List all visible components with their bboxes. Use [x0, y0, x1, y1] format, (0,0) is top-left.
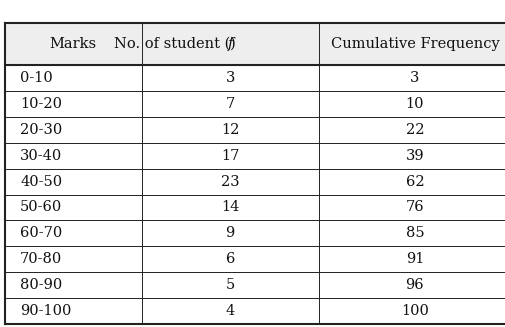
Text: 76: 76: [405, 200, 423, 215]
Text: 7: 7: [225, 97, 234, 111]
Text: 14: 14: [221, 200, 239, 215]
Text: 3: 3: [410, 71, 419, 85]
Text: 80-90: 80-90: [20, 278, 62, 292]
Bar: [5, 272, 505, 298]
Text: 30-40: 30-40: [20, 149, 62, 163]
Text: 5: 5: [225, 278, 234, 292]
Text: 23: 23: [221, 175, 239, 189]
Bar: [5, 220, 505, 246]
Text: 3: 3: [225, 71, 234, 85]
Text: 90-100: 90-100: [20, 304, 72, 318]
Text: 96: 96: [405, 278, 423, 292]
Text: 17: 17: [221, 149, 239, 163]
Text: 22: 22: [405, 123, 423, 137]
Bar: [5, 65, 505, 91]
Text: 39: 39: [405, 149, 423, 163]
Text: 60-70: 60-70: [20, 226, 62, 240]
Bar: [5, 91, 505, 117]
Text: 85: 85: [405, 226, 423, 240]
Bar: [5, 298, 505, 324]
Text: Marks: Marks: [49, 37, 97, 51]
Text: 70-80: 70-80: [20, 252, 62, 266]
Text: 91: 91: [405, 252, 423, 266]
Text: 40-50: 40-50: [20, 175, 62, 189]
Bar: [5, 143, 505, 169]
Bar: [5, 195, 505, 220]
Bar: [5, 117, 505, 143]
Text: 0-10: 0-10: [20, 71, 53, 85]
Bar: [5, 169, 505, 195]
Text: 62: 62: [405, 175, 423, 189]
Text: Cumulative Frequency: Cumulative Frequency: [330, 37, 498, 51]
Text: 100: 100: [400, 304, 428, 318]
Text: 10-20: 10-20: [20, 97, 62, 111]
Text: 10: 10: [405, 97, 423, 111]
Text: ): ): [230, 37, 235, 51]
Text: 4: 4: [225, 304, 234, 318]
Text: No. of student (: No. of student (: [114, 37, 230, 51]
Bar: [5, 246, 505, 272]
Text: 6: 6: [225, 252, 234, 266]
Text: 9: 9: [225, 226, 234, 240]
Bar: [5, 23, 505, 65]
Text: f: f: [227, 37, 232, 51]
Text: 50-60: 50-60: [20, 200, 62, 215]
Text: 20-30: 20-30: [20, 123, 62, 137]
Text: 12: 12: [221, 123, 239, 137]
